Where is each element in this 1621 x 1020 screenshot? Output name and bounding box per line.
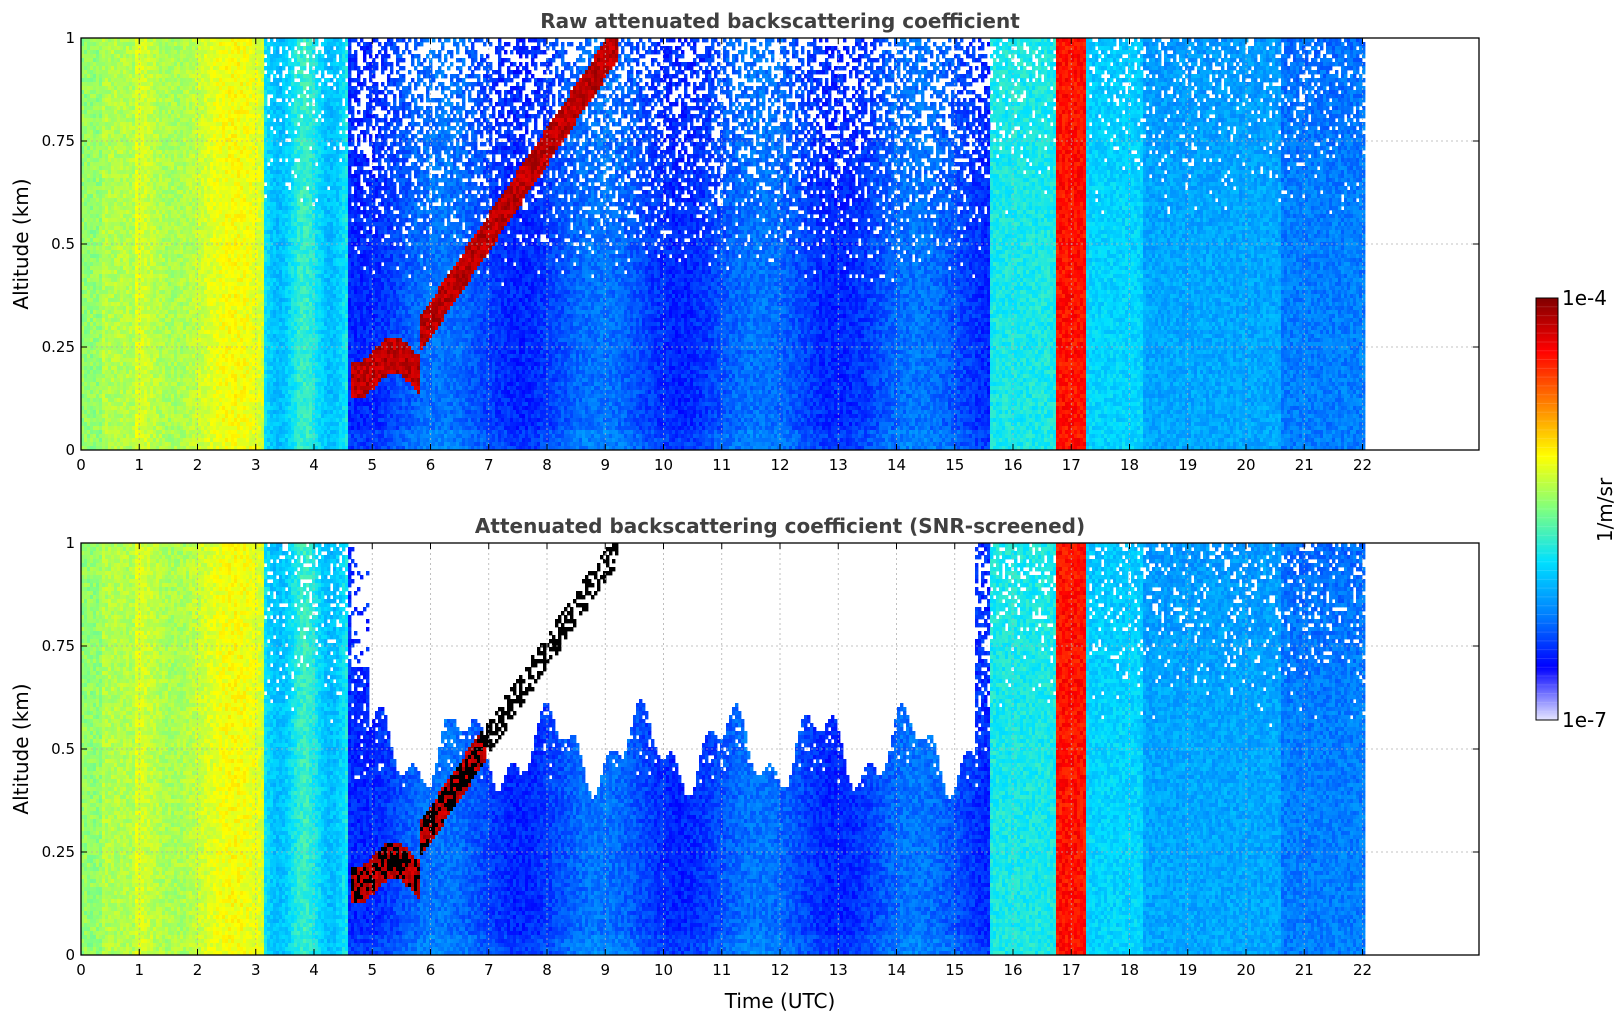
figure: Raw attenuated backscattering coefficien… <box>0 0 1621 1020</box>
x-tick-label: 10 <box>654 456 673 474</box>
x-tick-label: 22 <box>1353 961 1372 979</box>
x-tick-label: 4 <box>309 961 319 979</box>
x-tick-label: 7 <box>484 961 494 979</box>
colorbar-label: 1/m/sr <box>1593 477 1617 542</box>
x-tick-label: 3 <box>251 961 261 979</box>
x-tick-label: 14 <box>887 961 906 979</box>
x-tick-label: 13 <box>829 961 848 979</box>
colorbar: 1e-4 1e-7 1/m/sr <box>1536 286 1617 732</box>
x-tick-label: 7 <box>484 456 494 474</box>
x-tick-label: 9 <box>600 961 610 979</box>
x-tick-label: 8 <box>542 456 552 474</box>
x-tick-label: 17 <box>1062 456 1081 474</box>
colorbar-min-label: 1e-7 <box>1562 708 1607 732</box>
x-tick-label: 2 <box>193 961 203 979</box>
y-tick-label: 0 <box>65 441 75 459</box>
y-tick-label: 0.25 <box>42 338 75 356</box>
x-tick-label: 20 <box>1236 456 1255 474</box>
x-tick-label: 3 <box>251 456 261 474</box>
x-tick-label: 0 <box>76 961 86 979</box>
y-tick-label: 0.25 <box>42 843 75 861</box>
x-tick-label: 1 <box>134 456 144 474</box>
chart-bottom: Attenuated backscattering coefficient (S… <box>9 514 1479 1013</box>
y-tick-label: 0.75 <box>42 132 75 150</box>
y-tick-label: 0.5 <box>51 740 75 758</box>
x-tick-label: 18 <box>1120 961 1139 979</box>
x-tick-label: 16 <box>1003 961 1022 979</box>
x-tick-label: 2 <box>193 456 203 474</box>
chart-top-ylabel: Altitude (km) <box>9 178 33 309</box>
x-tick-label: 6 <box>426 961 436 979</box>
x-tick-label: 11 <box>712 961 731 979</box>
x-tick-label: 16 <box>1003 456 1022 474</box>
x-tick-label: 12 <box>770 961 789 979</box>
x-tick-label: 14 <box>887 456 906 474</box>
x-tick-label: 8 <box>542 961 552 979</box>
chart-top: Raw attenuated backscattering coefficien… <box>9 9 1479 474</box>
colorbar-max-label: 1e-4 <box>1562 286 1607 310</box>
y-tick-label: 0.5 <box>51 235 75 253</box>
x-tick-label: 21 <box>1295 961 1314 979</box>
chart-bottom-xlabel: Time (UTC) <box>724 989 836 1013</box>
x-tick-label: 15 <box>945 961 964 979</box>
x-tick-label: 18 <box>1120 456 1139 474</box>
y-tick-label: 0 <box>65 946 75 964</box>
x-tick-label: 19 <box>1178 961 1197 979</box>
x-tick-label: 13 <box>829 456 848 474</box>
x-tick-label: 6 <box>426 456 436 474</box>
chart-bottom-title: Attenuated backscattering coefficient (S… <box>475 514 1085 538</box>
x-tick-label: 15 <box>945 456 964 474</box>
y-tick-label: 1 <box>65 534 75 552</box>
x-tick-label: 5 <box>367 961 377 979</box>
x-tick-label: 12 <box>770 456 789 474</box>
x-tick-label: 22 <box>1353 456 1372 474</box>
chart-bottom-ylabel: Altitude (km) <box>9 683 33 814</box>
x-tick-label: 10 <box>654 961 673 979</box>
x-tick-label: 9 <box>600 456 610 474</box>
x-tick-label: 1 <box>134 961 144 979</box>
x-tick-label: 0 <box>76 456 86 474</box>
x-tick-label: 21 <box>1295 456 1314 474</box>
chart-top-title: Raw attenuated backscattering coefficien… <box>540 9 1020 33</box>
y-tick-label: 0.75 <box>42 637 75 655</box>
x-tick-label: 5 <box>367 456 377 474</box>
x-tick-label: 11 <box>712 456 731 474</box>
x-tick-label: 20 <box>1236 961 1255 979</box>
x-tick-label: 4 <box>309 456 319 474</box>
x-tick-label: 19 <box>1178 456 1197 474</box>
y-tick-label: 1 <box>65 29 75 47</box>
x-tick-label: 17 <box>1062 961 1081 979</box>
